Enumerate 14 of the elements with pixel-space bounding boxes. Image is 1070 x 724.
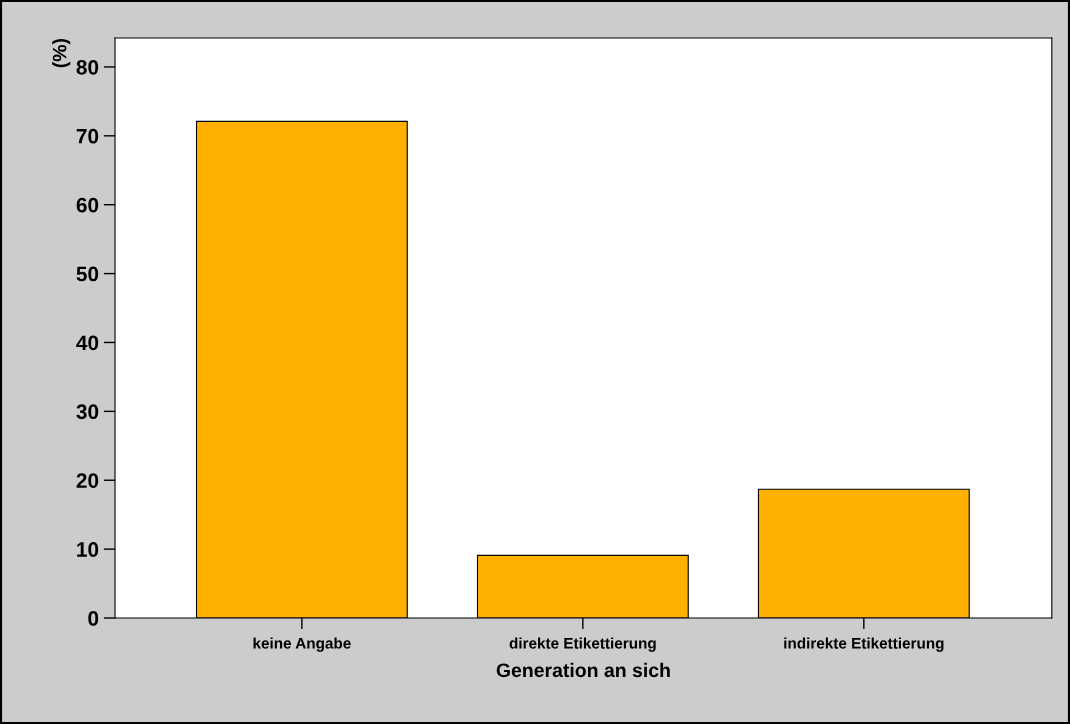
y-tick-label: 80 [76, 59, 99, 75]
y-tick-label: 30 [76, 404, 99, 420]
y-tick-label: 60 [76, 197, 99, 213]
y-axis-title: (%) [52, 38, 71, 68]
y-tick-label: 0 [88, 611, 99, 626]
y-tick-label: 50 [76, 266, 99, 282]
x-axis-title: Generation an sich [496, 662, 670, 678]
y-tick-label: 40 [76, 335, 99, 351]
y-tick-label: 20 [76, 473, 99, 488]
y-tick-label: 10 [77, 542, 99, 557]
x-tick-label: indirekte Etikettierung [784, 637, 944, 652]
x-tick-label: direkte Etikettierung [509, 637, 656, 652]
x-tick-label: keine Angabe [253, 637, 351, 652]
y-tick-label: 70 [76, 128, 99, 144]
